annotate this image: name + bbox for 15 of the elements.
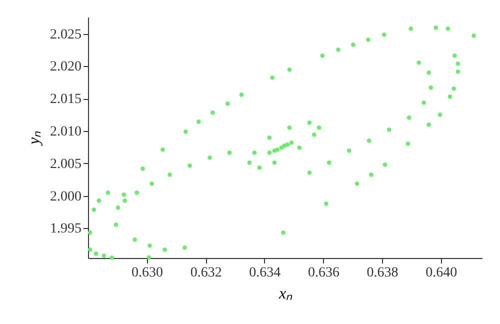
y-tick-label: 2.025 — [50, 27, 82, 42]
y-tick-label: 2.015 — [50, 92, 82, 108]
x-tick-label: 0.634 — [249, 266, 281, 280]
x-tick-label: 0.636 — [308, 266, 340, 280]
y-tick-label: 2.000 — [50, 189, 82, 204]
x-axis-title: xₙ — [278, 286, 294, 302]
x-tick-label: 0.638 — [366, 266, 398, 280]
y-axis-title: yₙ — [26, 130, 43, 147]
x-tick-label: 0.632 — [190, 266, 222, 280]
x-tick-label: 0.640 — [426, 266, 458, 280]
y-tick-label: 2.005 — [50, 156, 82, 172]
y-tick-label: 2.010 — [50, 124, 82, 140]
y-tick-label: 1.995 — [50, 222, 82, 237]
x-tick-label: 0.630 — [132, 266, 164, 280]
y-tick-label: 2.020 — [50, 60, 82, 75]
